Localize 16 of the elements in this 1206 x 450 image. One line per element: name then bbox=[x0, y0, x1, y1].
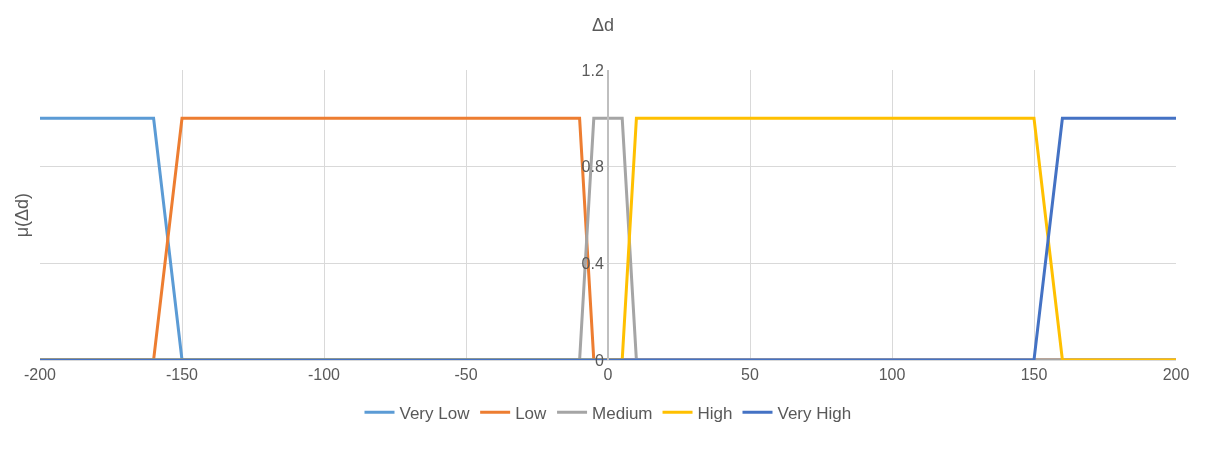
x-tick-label: 100 bbox=[878, 366, 906, 384]
y-axis-title: μ(Δd) bbox=[12, 192, 33, 238]
x-tick-label: -50 bbox=[454, 366, 478, 384]
legend-label: Medium bbox=[592, 403, 653, 423]
x-tick-label: -100 bbox=[307, 366, 341, 384]
x-tick-label: 150 bbox=[1020, 366, 1048, 384]
x-tick-label: -150 bbox=[165, 366, 199, 384]
x-tick-label: 50 bbox=[741, 366, 759, 384]
legend-label: Very Low bbox=[399, 403, 471, 423]
legend-label: High bbox=[697, 403, 733, 423]
x-tick-label: 200 bbox=[1162, 366, 1190, 384]
x-tick-label: -200 bbox=[23, 366, 57, 384]
legend-label: Very High bbox=[777, 403, 852, 423]
legend-label: Low bbox=[515, 403, 548, 423]
y-tick-label: 1.2 bbox=[581, 61, 604, 79]
chart-title: Δd bbox=[591, 14, 615, 35]
